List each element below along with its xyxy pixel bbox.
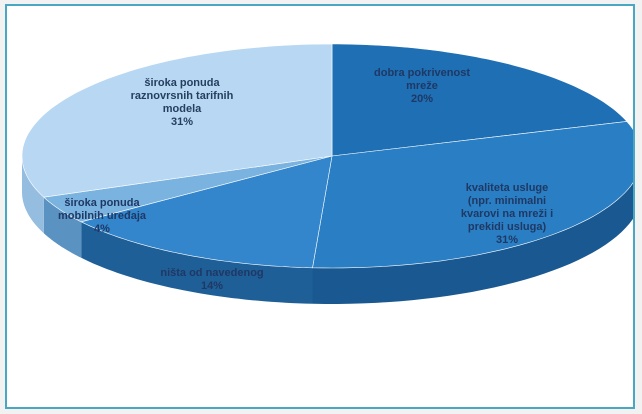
pie-slice-1 (312, 121, 633, 269)
chart-frame: dobra pokrivenost mreže 20% kvaliteta uslug… (5, 4, 635, 409)
slice-label-2: ništa od navedenog 14% (160, 267, 263, 292)
pie-slice-side-3 (43, 197, 82, 258)
pie-slice-side-4 (22, 156, 44, 234)
pie-slice-side-2 (81, 221, 313, 304)
pie-chart: dobra pokrivenost mreže 20% kvaliteta uslug… (21, 43, 633, 304)
pie-slice-0 (331, 43, 628, 157)
slice-label-3: široka ponuda mobilnih uređaja 4% (58, 197, 147, 235)
pie-slice-3 (43, 155, 333, 223)
pie-slice-side-1 (312, 182, 633, 304)
slice-label-0: dobra pokrivenost mreže 20% (374, 67, 470, 105)
pie-tops (21, 43, 633, 269)
pie-slice-4 (21, 43, 333, 198)
slice-label-1: kvaliteta usluge (npr. minimalni kvarovi n… (461, 182, 553, 246)
pie-sides (22, 156, 633, 304)
pie-labels: dobra pokrivenost mreže 20% kvaliteta uslug… (58, 67, 553, 292)
slice-label-4: široka ponuda raznovrsnih tarifnih modela 3… (131, 77, 234, 128)
pie-slice-2 (80, 155, 333, 269)
